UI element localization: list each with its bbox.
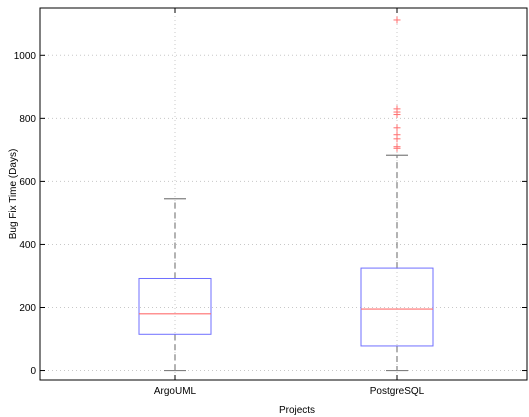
y-axis-label: Bug Fix Time (Days) xyxy=(8,149,19,240)
y-tick-label: 400 xyxy=(19,240,36,251)
iqr-box xyxy=(138,277,212,335)
box-postgresql xyxy=(360,16,434,372)
outlier-point xyxy=(393,16,401,24)
y-tick-label: 200 xyxy=(19,303,36,314)
outlier-point xyxy=(393,105,401,113)
x-tick-label: PostgreSQL xyxy=(370,386,425,397)
box-argouml xyxy=(138,198,212,372)
y-tick-label: 0 xyxy=(30,366,36,377)
iqr-box xyxy=(360,267,434,347)
box-series xyxy=(138,16,434,372)
outlier-point xyxy=(393,143,401,151)
x-axis-ticks: ArgoUML PostgreSQL xyxy=(154,8,425,397)
y-tick-label: 600 xyxy=(19,177,36,188)
outlier-point xyxy=(393,124,401,132)
outlier-point xyxy=(393,131,401,139)
x-axis-label: Projects xyxy=(279,405,315,416)
y-tick-label: 1000 xyxy=(14,51,37,62)
y-axis-ticks: 0 200 400 600 800 1000 xyxy=(14,51,527,377)
plot-area xyxy=(39,7,528,381)
x-tick-label: ArgoUML xyxy=(154,386,197,397)
y-tick-label: 800 xyxy=(19,114,36,125)
